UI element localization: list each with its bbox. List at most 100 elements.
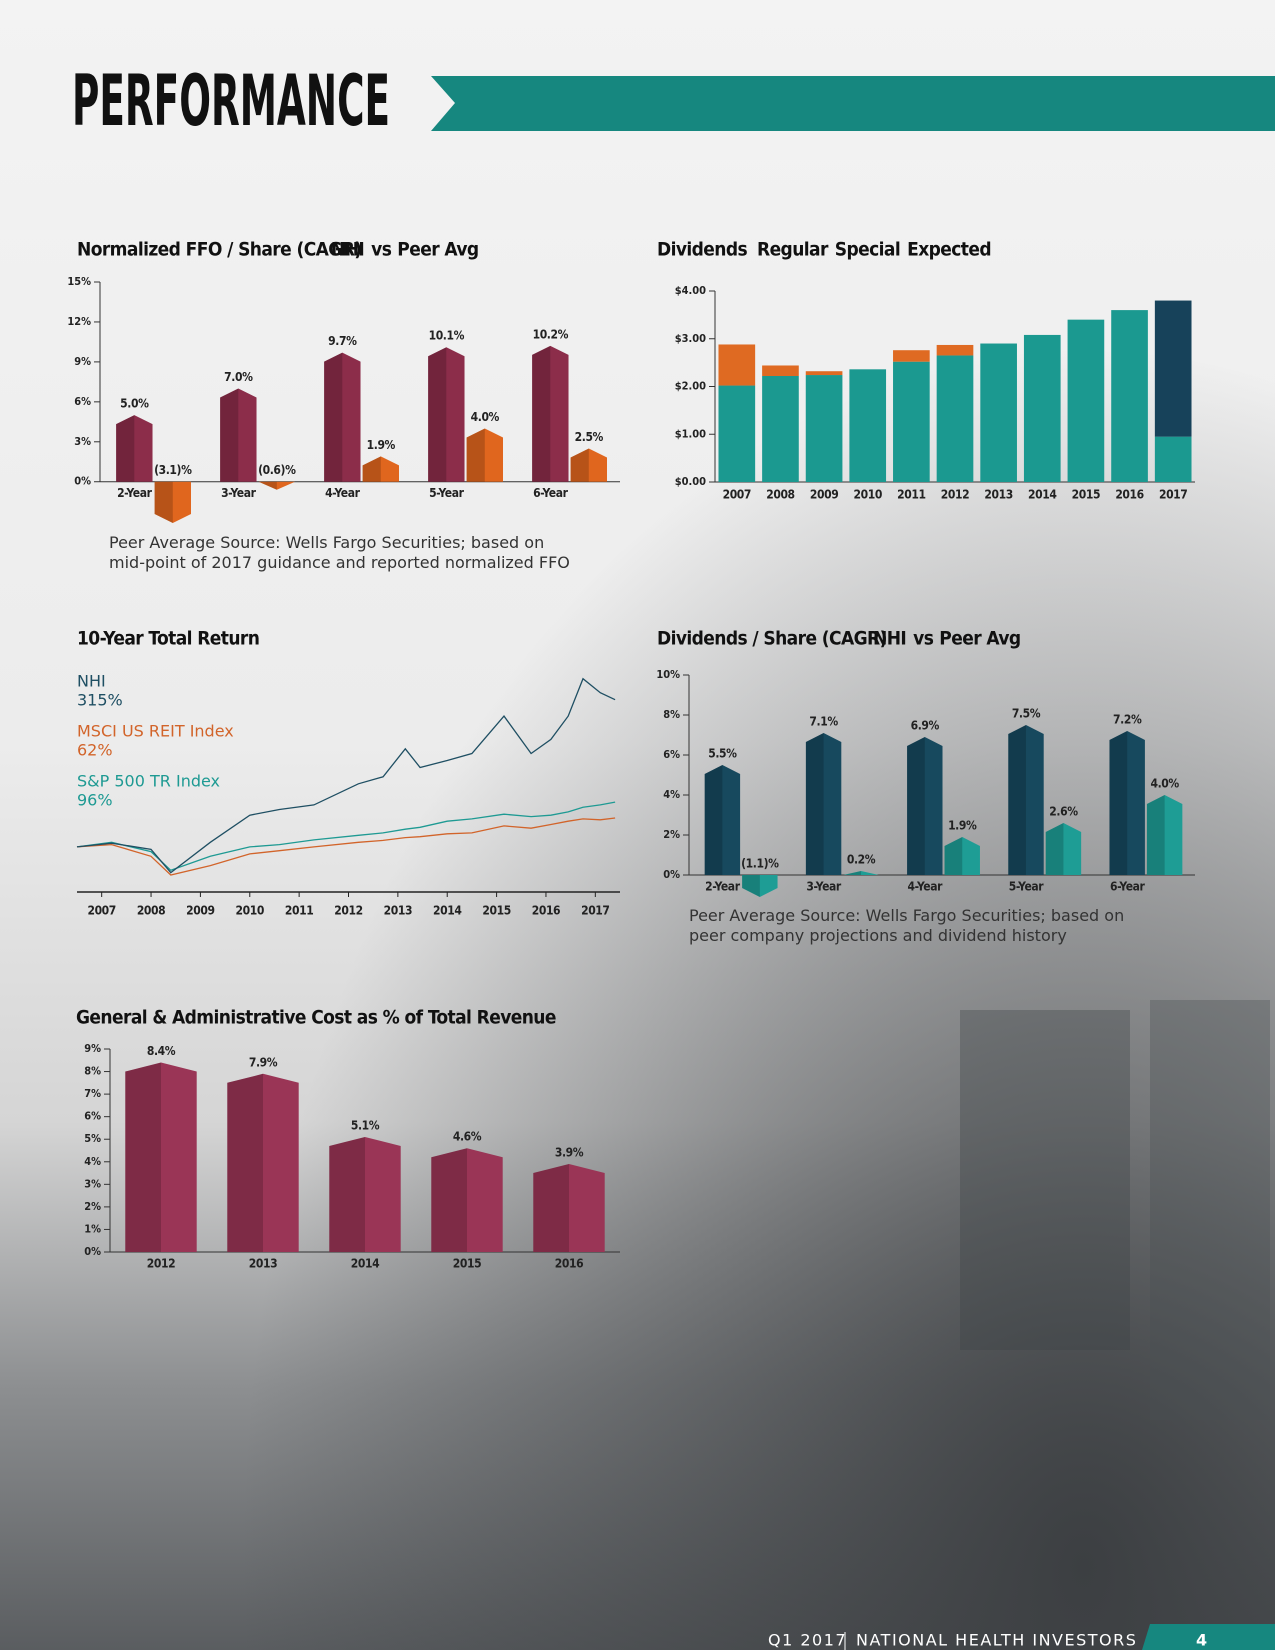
x-tick-label: 6-Year: [1110, 880, 1146, 894]
bar-shade: [258, 481, 277, 490]
x-tick-label: 2017: [1159, 488, 1187, 502]
x-tick-label: 4-Year: [325, 486, 361, 500]
legend-label: Peer Avg: [397, 239, 478, 261]
x-tick-label: 2015: [453, 1257, 481, 1271]
x-tick-label: 2017: [581, 904, 609, 918]
x-tick-label: 2013: [984, 488, 1012, 502]
chart-note: Peer Average Source: Wells Fargo Securit…: [109, 533, 570, 572]
bar-segment: [936, 355, 974, 482]
y-tick-label: $0.00: [675, 475, 706, 488]
bar: [570, 448, 607, 482]
y-tick-label: 0%: [84, 1245, 101, 1258]
chart-title: Dividends: [657, 239, 747, 261]
x-tick-label: 3-Year: [221, 486, 257, 500]
value-label: 10.2%: [533, 327, 569, 341]
bar-segment: [1154, 436, 1192, 482]
bar-shade: [907, 737, 925, 875]
bar-shade: [125, 1062, 161, 1252]
bar: [324, 352, 361, 482]
bar-shade: [805, 733, 824, 875]
value-label: (0.6)%: [258, 463, 296, 477]
y-tick-label: $3.00: [675, 332, 706, 345]
x-tick-label: 2009: [186, 904, 214, 918]
bar-segment: [893, 350, 930, 362]
photo-shade: [960, 1010, 1130, 1350]
y-tick-label: 3%: [84, 1177, 101, 1190]
x-tick-label: 2015: [482, 904, 510, 918]
value-label: 7.1%: [809, 715, 838, 729]
bar-shade: [843, 871, 862, 875]
bar: [154, 481, 191, 524]
bar-shade: [466, 428, 485, 482]
value-label: 7.9%: [249, 1055, 278, 1069]
bar-segment: [1154, 300, 1192, 437]
bar-shade: [329, 1136, 365, 1252]
legend-label: Expected: [907, 239, 991, 261]
y-tick-label: 9%: [74, 355, 91, 368]
value-label: 4.0%: [471, 410, 500, 424]
bar-segment: [805, 375, 843, 482]
bar-shade: [154, 481, 173, 524]
x-tick-label: 5-Year: [1009, 880, 1045, 894]
y-tick-label: 3%: [74, 435, 91, 448]
bar-shade: [742, 875, 760, 897]
legend-joiner: vs: [913, 628, 934, 650]
x-tick-label: 5-Year: [429, 486, 465, 500]
bar-segment: [1111, 310, 1148, 482]
x-tick-label: 2013: [384, 904, 412, 918]
x-tick-label: 2007: [723, 488, 751, 502]
x-tick-label: 2012: [334, 904, 362, 918]
x-tick-label: 2008: [766, 488, 794, 502]
bar: [704, 765, 741, 875]
value-label: 6.9%: [911, 719, 940, 733]
bar: [532, 345, 569, 482]
y-tick-label: 4%: [663, 788, 680, 801]
line-series: [76, 677, 616, 874]
value-label: 7.2%: [1113, 713, 1142, 727]
bar-shade: [944, 837, 963, 875]
line-series: [76, 817, 616, 876]
x-tick-label: 4-Year: [908, 880, 944, 894]
value-label: 3.9%: [555, 1146, 584, 1160]
y-tick-label: 6%: [74, 395, 91, 408]
bar-segment: [849, 369, 887, 482]
bar-shade: [533, 1164, 569, 1252]
bar-shade: [570, 448, 589, 482]
x-tick-label: 3-Year: [806, 880, 842, 894]
value-label: 7.0%: [224, 370, 253, 384]
value-label: 5.5%: [708, 747, 737, 761]
bar: [1008, 725, 1044, 875]
y-tick-label: 1%: [84, 1222, 101, 1235]
bar-segment: [718, 344, 756, 386]
bar-segment: [718, 385, 756, 482]
bar-shade: [431, 1148, 467, 1252]
y-tick-label: $2.00: [675, 380, 706, 393]
y-tick-label: $1.00: [675, 427, 706, 440]
chart-title: Dividends / Share (CAGR): [657, 628, 887, 650]
value-label: (3.1)%: [154, 463, 192, 477]
bar: [1146, 795, 1183, 875]
value-label: 9.7%: [328, 334, 357, 348]
y-tick-label: 2%: [84, 1200, 101, 1213]
y-tick-label: 0%: [663, 868, 680, 881]
bar-shade: [220, 388, 239, 482]
value-label: 1.9%: [367, 438, 396, 452]
legend-label: NHI: [873, 628, 906, 650]
x-tick-label: 2-Year: [705, 880, 741, 894]
bar: [428, 347, 465, 482]
x-tick-label: 2011: [285, 904, 313, 918]
x-tick-label: 2009: [810, 488, 838, 502]
footer-company: NATIONAL HEALTH INVESTORS: [856, 1631, 1137, 1650]
x-tick-label: 6-Year: [533, 486, 569, 500]
bar-shade: [227, 1073, 263, 1252]
page-title: PERFORMANCE: [72, 60, 390, 142]
bar: [258, 481, 295, 490]
x-tick-label: 2012: [941, 488, 969, 502]
footer-issue: Q1 2017: [768, 1631, 847, 1650]
x-tick-label: 2011: [897, 488, 925, 502]
x-tick-label: 2016: [555, 1257, 583, 1271]
chart-note: Peer Average Source: Wells Fargo Securit…: [689, 906, 1125, 945]
bar-shade: [704, 765, 723, 875]
